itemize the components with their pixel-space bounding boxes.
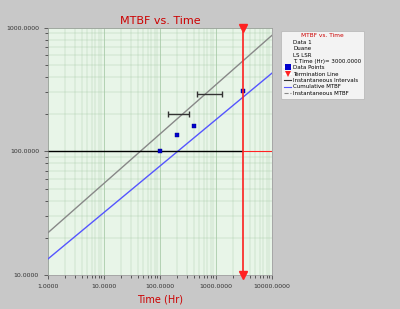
X-axis label: Time (Hr): Time (Hr)	[137, 294, 183, 305]
Legend: Data 1, Duane, LS LSR, T. Time (Hr)= 3000.0000, Data Points, Termination Line, I: Data 1, Duane, LS LSR, T. Time (Hr)= 300…	[282, 31, 364, 99]
Title: MTBF vs. Time: MTBF vs. Time	[120, 16, 200, 26]
